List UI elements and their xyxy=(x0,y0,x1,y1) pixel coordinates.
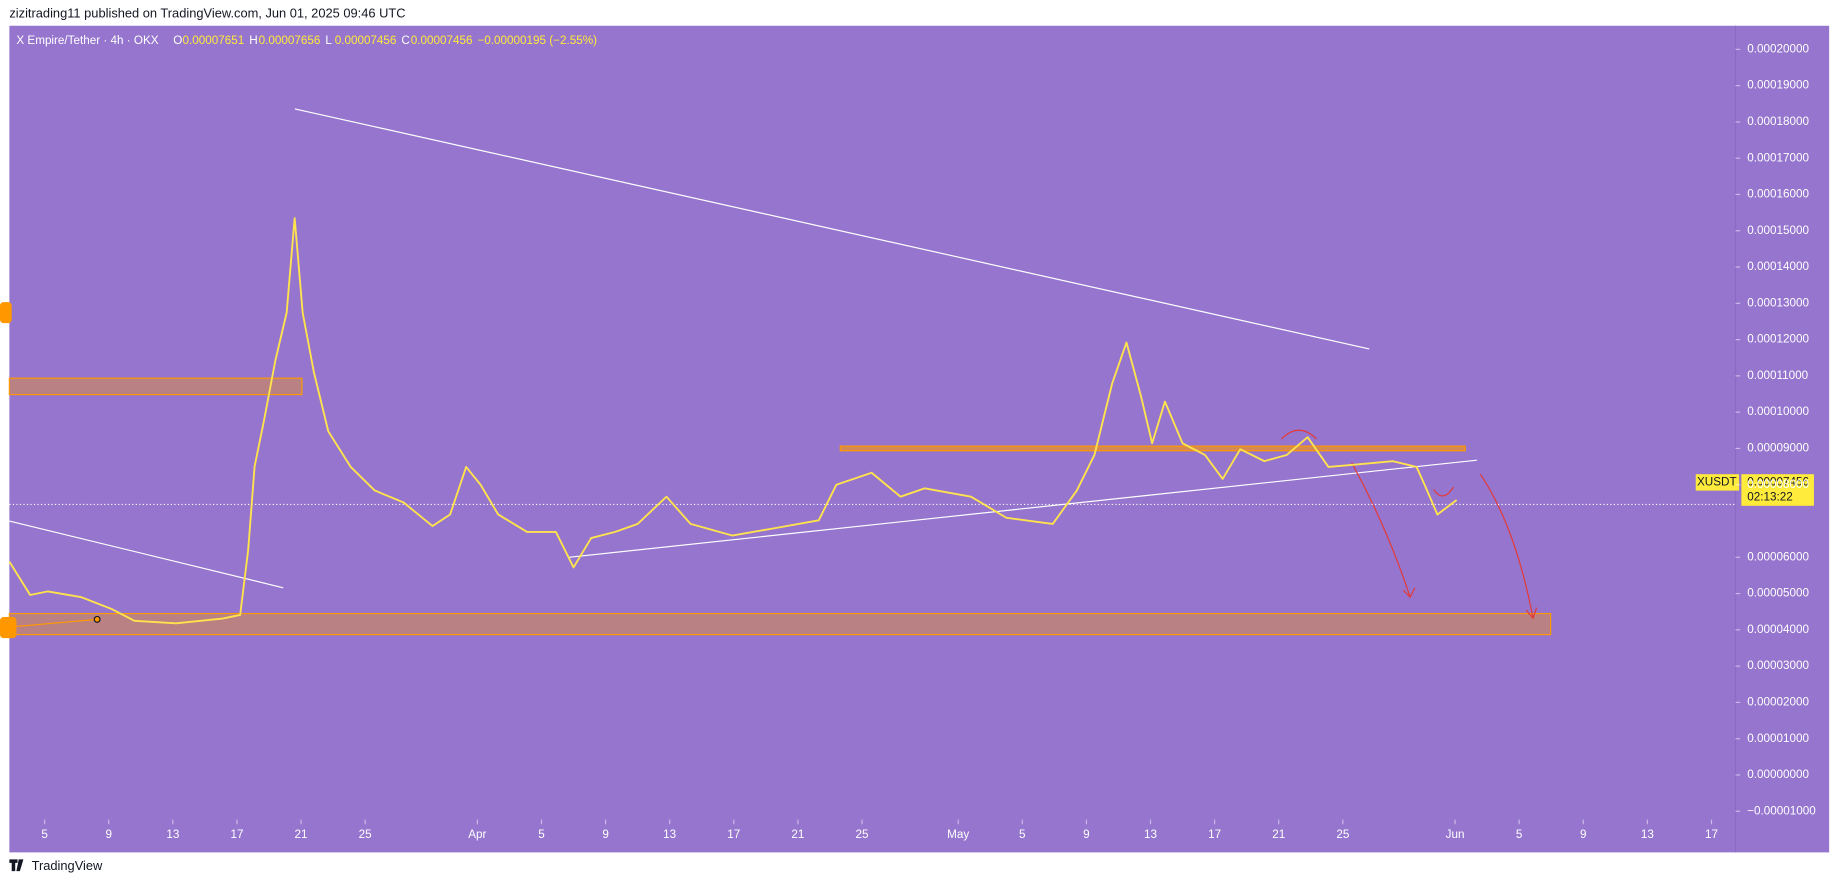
x-tick-label: 13 xyxy=(663,828,676,841)
y-tick-label: 0.00015000 xyxy=(1747,224,1809,237)
price-tag: XUSDT 0.00007456 02:13:22 xyxy=(1695,474,1814,506)
change: −0.00000195 (−2.55%) xyxy=(477,34,597,47)
ohlc-value: 0.00007456 xyxy=(411,34,473,47)
projection-arrow xyxy=(1479,473,1534,619)
symbol-tag: XUSDT xyxy=(1697,475,1737,488)
ohlc-label: L xyxy=(325,34,332,47)
x-tick-label: 5 xyxy=(1516,828,1523,841)
y-tick-label: 0.00002000 xyxy=(1747,696,1809,709)
ohlc-value: 0.00007456 xyxy=(335,34,397,47)
y-tick-label: 0.00006000 xyxy=(1747,550,1809,563)
price-tag-bg xyxy=(1741,474,1814,506)
x-tick-label: 9 xyxy=(1580,828,1587,841)
x-tick-label: 17 xyxy=(1705,828,1718,841)
brand: TradingView xyxy=(32,858,103,873)
x-tick-label: Apr xyxy=(468,828,486,841)
x-tick-label: 13 xyxy=(1144,828,1157,841)
x-tick-label: 5 xyxy=(41,828,48,841)
price-tag-countdown: 02:13:22 xyxy=(1747,491,1792,504)
y-tick-label: 0.00013000 xyxy=(1747,296,1809,309)
x-tick-label: 9 xyxy=(602,828,609,841)
y-tick-label: 0.00011000 xyxy=(1747,369,1808,382)
y-tick-label: 0.00012000 xyxy=(1747,333,1809,346)
x-tick-label: 21 xyxy=(791,828,804,841)
resistance-zone xyxy=(839,445,1466,452)
chart-background xyxy=(9,25,1830,853)
projection-arrow xyxy=(1351,462,1411,598)
y-tick-label: 0.00014000 xyxy=(1747,260,1809,273)
publisher-note: zizitrading11 published on TradingView.c… xyxy=(9,5,405,20)
arrow-head xyxy=(1525,607,1538,620)
ohlc-label: H xyxy=(249,34,257,47)
y-tick-label: 0.00009000 xyxy=(1747,442,1809,455)
ohlc-label: O xyxy=(173,34,182,47)
x-tick-label: 21 xyxy=(295,828,308,841)
ohlc-value: 0.00007651 xyxy=(183,34,245,47)
zone-box xyxy=(8,612,1552,636)
x-tick-label: 25 xyxy=(856,828,869,841)
x-tick-label: 5 xyxy=(1019,828,1026,841)
symbol-tag-bg xyxy=(1695,474,1740,491)
x-tick-label: 25 xyxy=(359,828,372,841)
x-tick-label: 9 xyxy=(1083,828,1090,841)
price-tag-value: 0.00007456 xyxy=(1747,475,1809,488)
trendline xyxy=(9,520,284,589)
y-tick-label: 0.00019000 xyxy=(1747,79,1809,92)
x-tick-label: 13 xyxy=(1641,828,1654,841)
y-tick-label: 0.00020000 xyxy=(1747,42,1809,55)
connector-line xyxy=(16,618,98,627)
x-tick-label: 13 xyxy=(166,828,179,841)
y-tick-label: 0.00005000 xyxy=(1747,587,1809,600)
y-tick-label: 0.00017000 xyxy=(1747,151,1809,164)
price-line xyxy=(8,217,1458,625)
x-tick-label: 9 xyxy=(105,828,112,841)
y-tick-label: 0.00001000 xyxy=(1747,732,1809,745)
left-marker xyxy=(0,617,17,639)
ohlc-label: C xyxy=(401,34,409,47)
symbol-title: X Empire/Tether · 4h · OKX xyxy=(16,34,158,47)
y-tick-label: 0.00000000 xyxy=(1747,768,1809,781)
y-tick-label: 0.00004000 xyxy=(1747,623,1809,636)
arc-mark xyxy=(1433,486,1454,497)
y-tick-label: 0.00008000 xyxy=(1747,478,1809,491)
x-tick-label: 5 xyxy=(538,828,545,841)
x-tick-label: 21 xyxy=(1272,828,1285,841)
y-tick-label: 0.00018000 xyxy=(1747,115,1809,128)
ohlc-legend: O 0.00007651 H 0.00007656 L 0.00007456 C 0.0000… xyxy=(173,34,597,47)
anchor-point xyxy=(93,615,101,623)
y-tick-label: 0.00016000 xyxy=(1747,188,1809,201)
x-tick-label: 17 xyxy=(1208,828,1221,841)
x-tick-label: 25 xyxy=(1336,828,1349,841)
x-tick-label: May xyxy=(947,828,969,841)
x-tick-label: 17 xyxy=(727,828,740,841)
arrow-head xyxy=(1402,587,1416,599)
zone-box xyxy=(8,377,303,396)
y-tick-label: −0.00001000 xyxy=(1747,804,1816,817)
brand-logo xyxy=(9,859,24,872)
y-tick-label: 0.00003000 xyxy=(1747,659,1809,672)
ohlc-value: 0.00007656 xyxy=(259,34,321,47)
arc-mark xyxy=(1281,429,1317,440)
plot-area xyxy=(0,108,1736,639)
y-tick-label: 0.00010000 xyxy=(1747,405,1809,418)
trendline xyxy=(568,459,1477,558)
trendline xyxy=(294,108,1370,350)
x-tick-label: 17 xyxy=(230,828,243,841)
left-marker xyxy=(0,302,12,324)
x-tick-label: Jun xyxy=(1446,828,1465,841)
